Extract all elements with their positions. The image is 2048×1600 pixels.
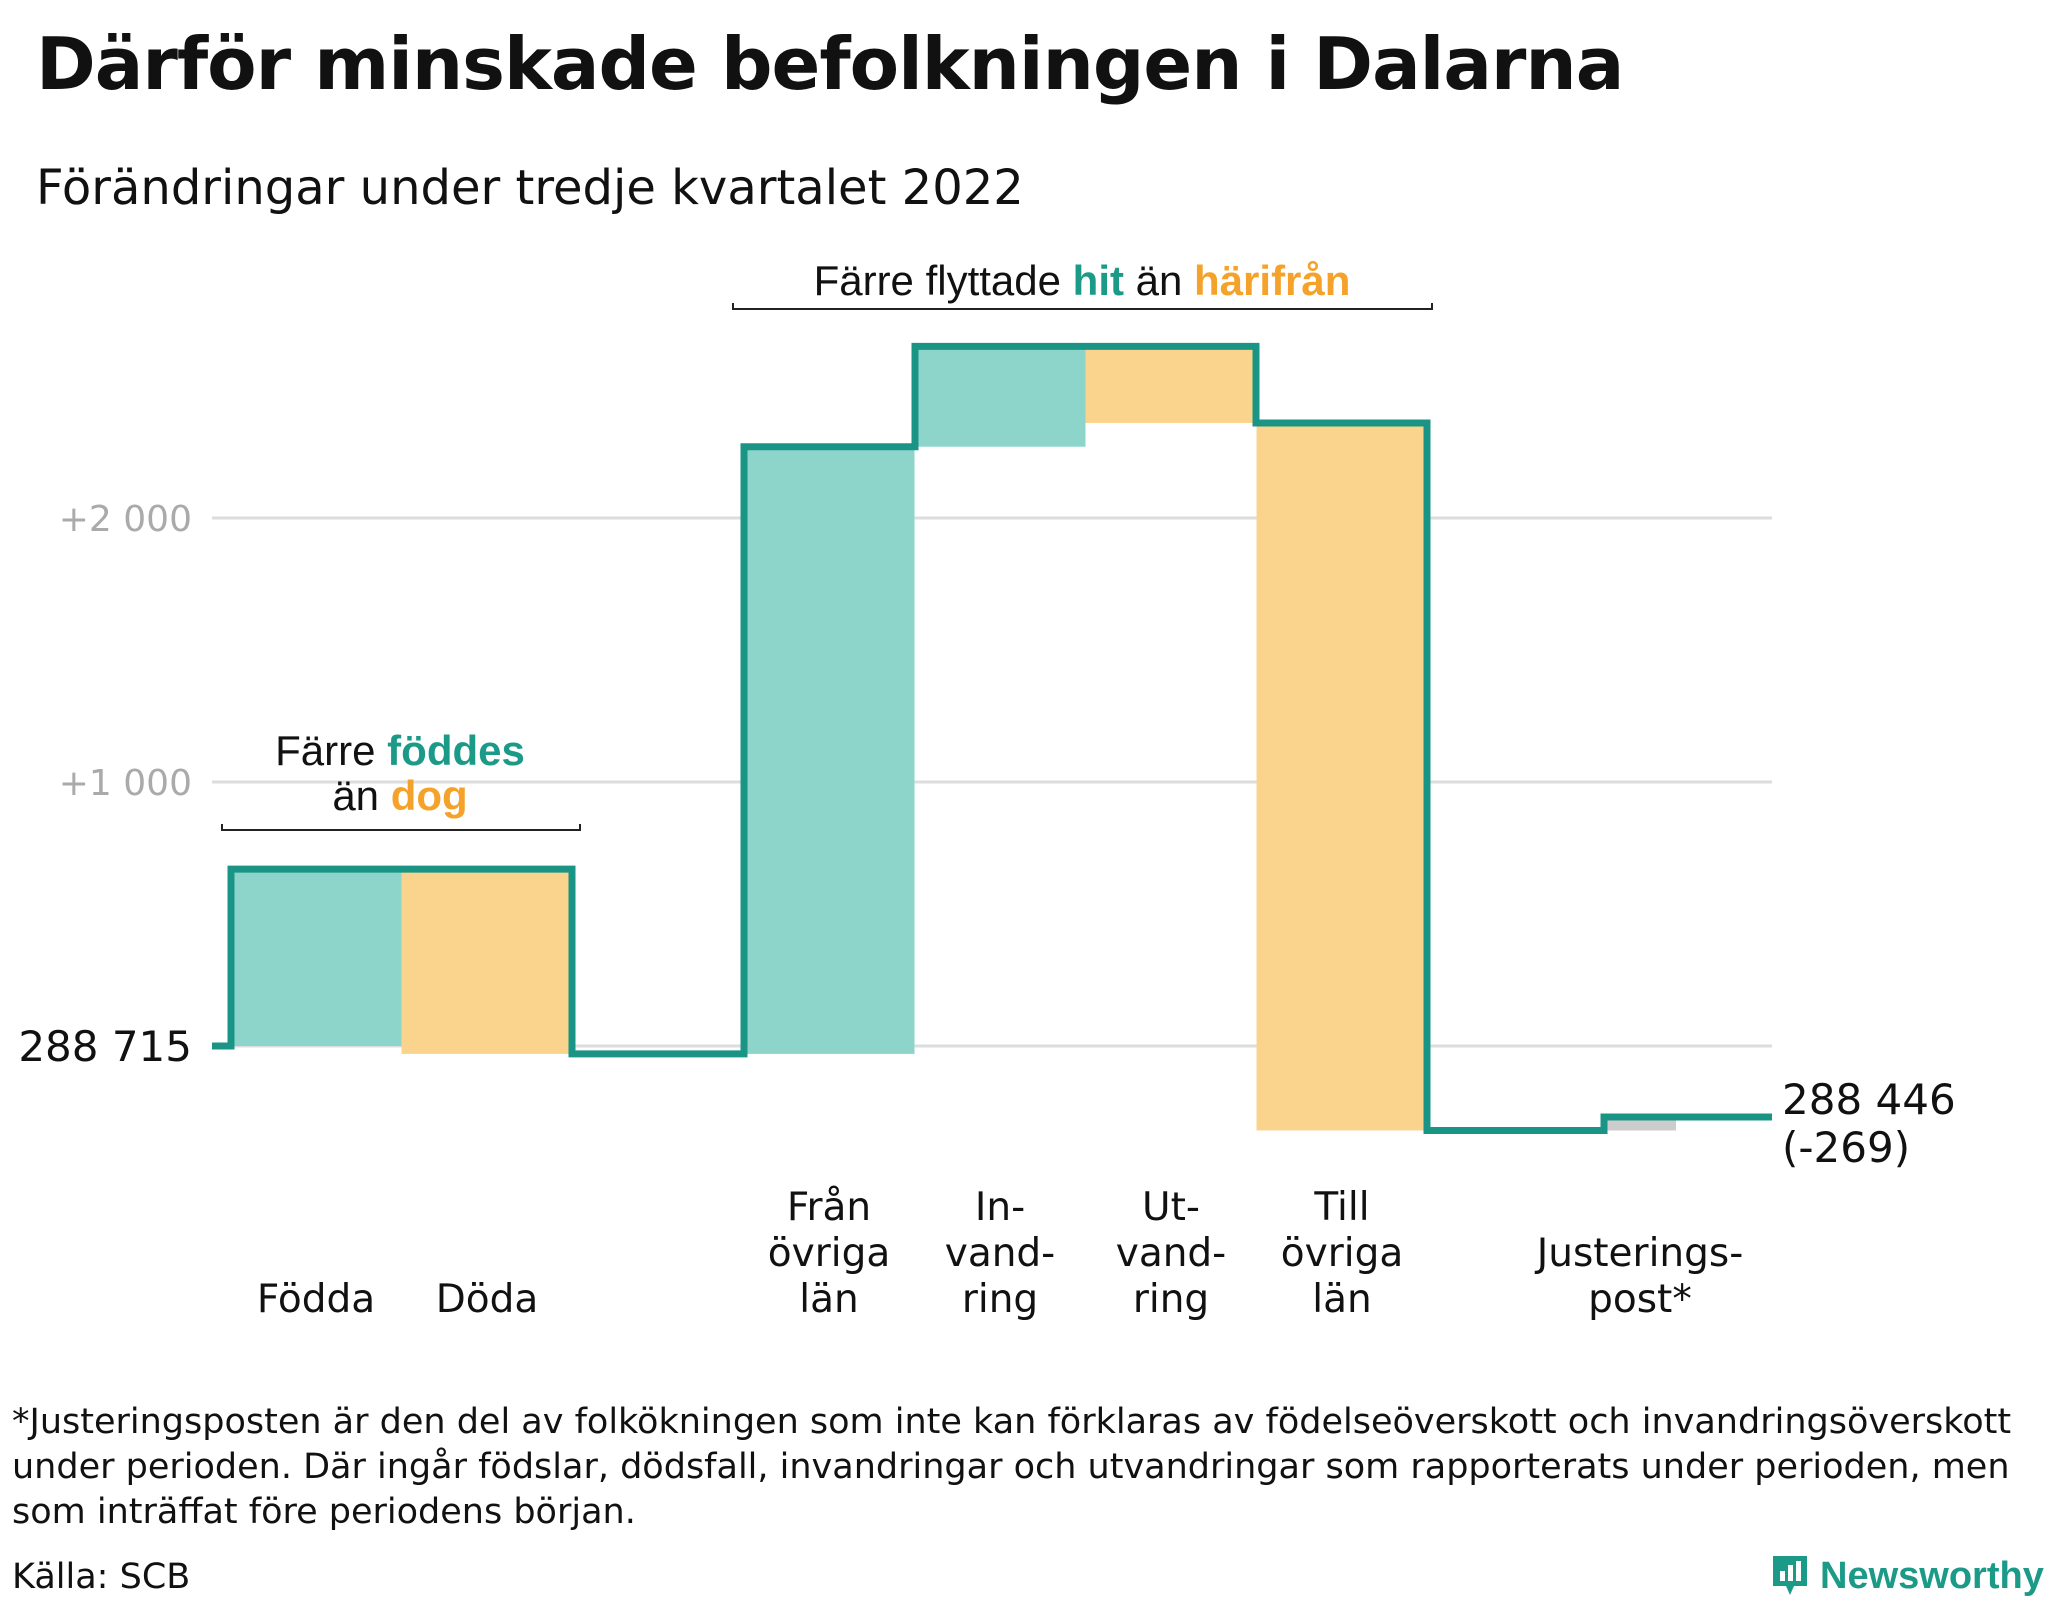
footnote: *Justeringsposten är den del av folkökni… xyxy=(12,1402,2012,1532)
category-label: In- xyxy=(975,1185,1025,1230)
annotation-births-line2: än dog xyxy=(332,772,467,819)
category-label: Från xyxy=(787,1185,871,1230)
bar-inflow xyxy=(914,346,1086,447)
category-label: Döda xyxy=(436,1277,539,1322)
y-tick-label: +1 000 xyxy=(59,763,192,804)
annotation-births-bracket xyxy=(221,824,581,831)
category-label: Till xyxy=(1313,1185,1369,1230)
category-label: vand- xyxy=(945,1231,1056,1276)
brand-name: Newsworthy xyxy=(1820,1554,2044,1597)
y-tick-label: +2 000 xyxy=(59,499,192,540)
source-note: Källa: SCB xyxy=(12,1557,191,1597)
bar-inflow xyxy=(743,446,915,1054)
category-label: övriga xyxy=(768,1231,890,1276)
annotation-text-part: än xyxy=(1124,257,1194,304)
cumulative-line xyxy=(212,342,1772,1134)
brand: Newsworthy xyxy=(1770,1553,2044,1599)
annotation-text-part: föddes xyxy=(387,727,525,774)
annotation-migration: Färre flyttade hit än härifrån xyxy=(814,257,1351,304)
annotation-text-part: hit xyxy=(1073,257,1124,304)
annotation-text-part: dog xyxy=(391,772,468,819)
category-label: Födda xyxy=(257,1277,375,1322)
annotation-text-part: Färre flyttade xyxy=(814,257,1073,304)
chart-subtitle: Förändringar under tredje kvartalet 2022 xyxy=(36,160,1024,216)
category-label: ring xyxy=(962,1277,1038,1322)
category-label: län xyxy=(799,1277,858,1322)
category-label: Ut- xyxy=(1142,1185,1200,1230)
annotation-text-part: härifrån xyxy=(1194,257,1350,304)
start-value-label: 288 715 xyxy=(18,1022,192,1071)
category-label: Justerings- xyxy=(1534,1231,1744,1276)
bar-outflow xyxy=(401,869,573,1054)
category-label: övriga xyxy=(1281,1231,1403,1276)
annotation-migration-bracket xyxy=(732,303,1433,310)
end-value-label: 288 446 xyxy=(1782,1075,1956,1124)
annotation-text-part: Färre xyxy=(275,727,387,774)
end-change-label: (-269) xyxy=(1782,1123,1910,1172)
annotation-text-part: än xyxy=(332,772,390,819)
category-label: län xyxy=(1312,1277,1371,1322)
bar-outflow xyxy=(1085,346,1257,423)
annotation-births-line1: Färre föddes xyxy=(275,727,525,774)
bar-outflow xyxy=(1256,422,1428,1131)
bar-inflow xyxy=(230,869,402,1046)
category-label: ring xyxy=(1133,1277,1209,1322)
category-label: vand- xyxy=(1116,1231,1227,1276)
newsworthy-logo-icon xyxy=(1773,1556,1807,1595)
chart-title: Därför minskade befolkningen i Dalarna xyxy=(36,22,1624,106)
category-label: post* xyxy=(1588,1277,1692,1322)
